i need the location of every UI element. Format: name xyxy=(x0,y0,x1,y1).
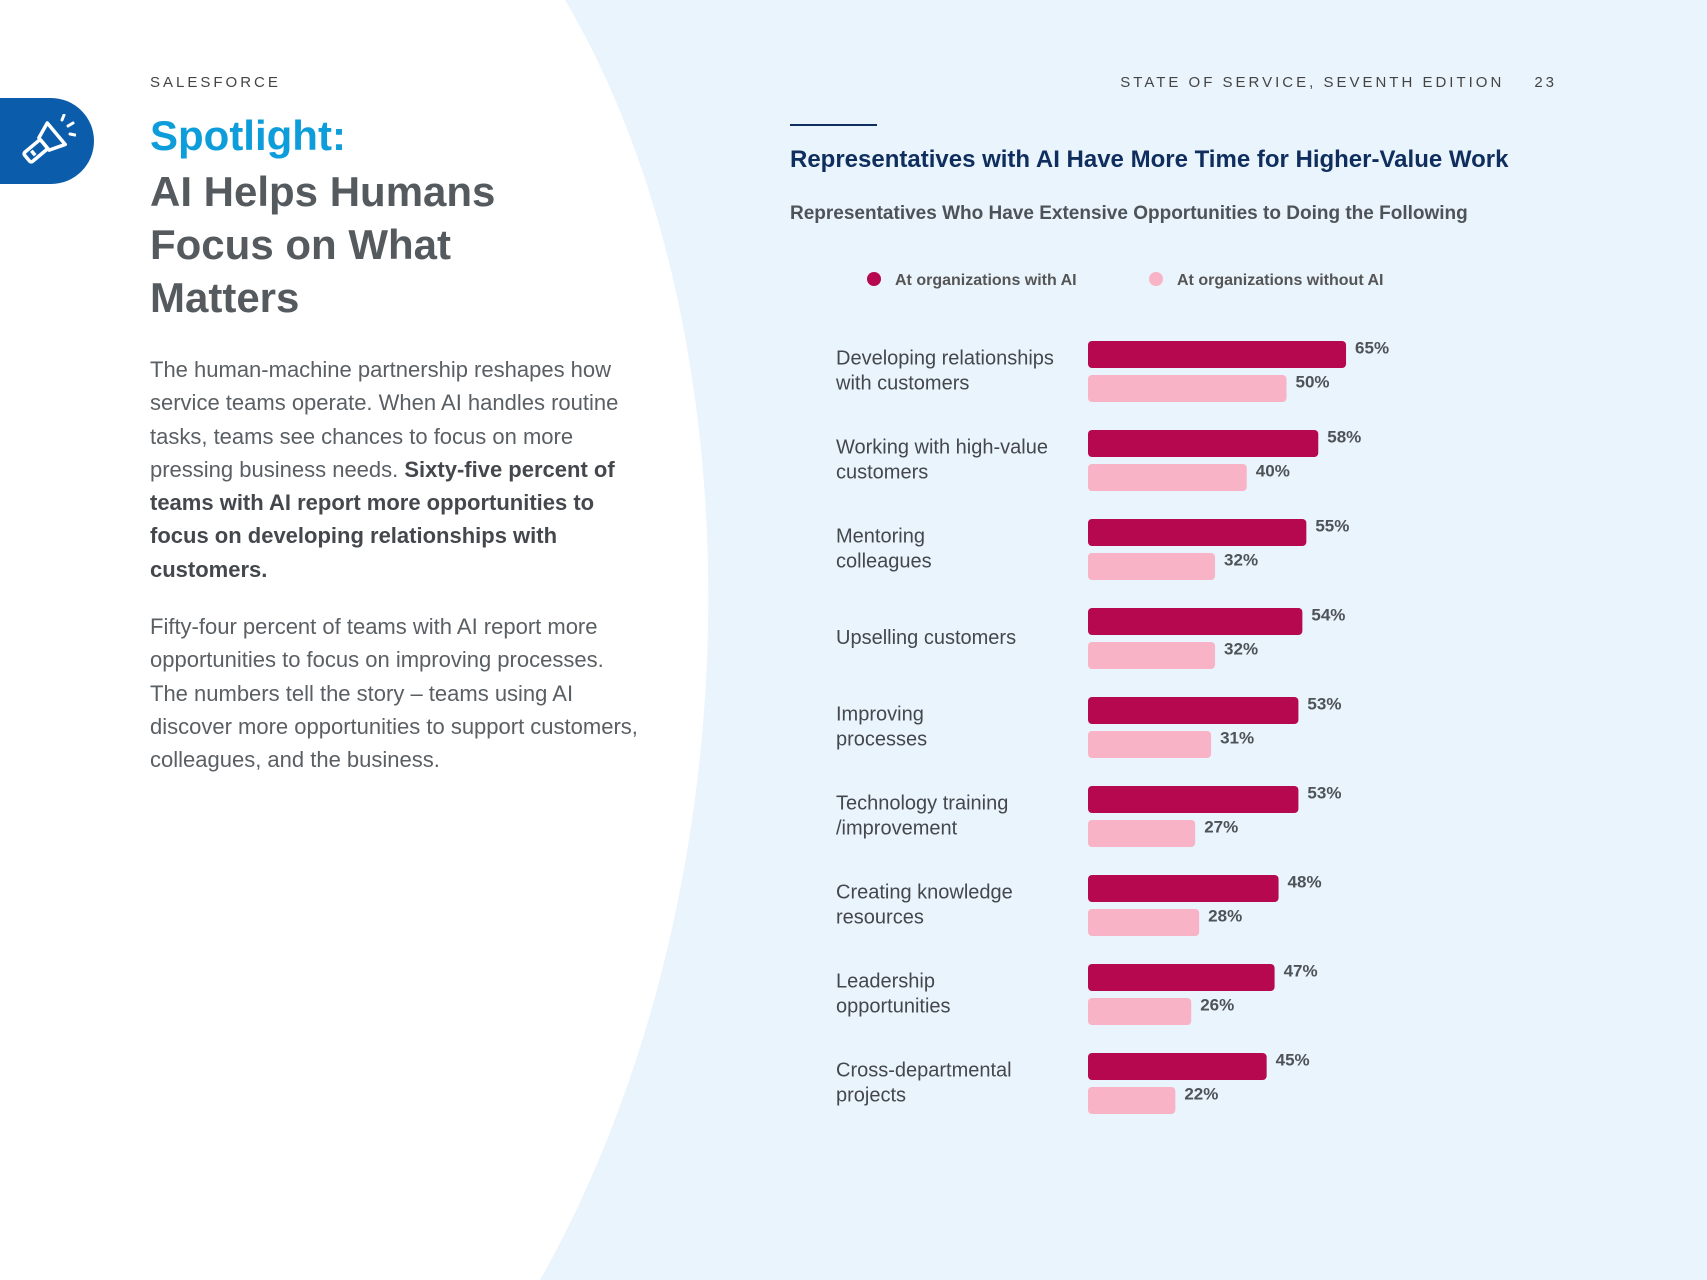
bar-without-ai xyxy=(1088,998,1192,1025)
legend-with-ai: At organizations with AI xyxy=(867,272,1077,290)
bar-without-ai xyxy=(1088,642,1216,669)
legend-without-ai-label: At organizations without AI xyxy=(1177,272,1384,289)
bar-without-ai xyxy=(1088,1087,1176,1114)
page-number: 23 xyxy=(1534,74,1557,91)
bar-with-ai xyxy=(1088,341,1347,368)
category-label: Upselling customers xyxy=(836,627,1016,649)
legend-with-ai-label: At organizations with AI xyxy=(895,272,1077,289)
value-label: 65% xyxy=(1355,339,1389,358)
value-label: 31% xyxy=(1220,729,1254,748)
category-label: Improving processes xyxy=(836,704,927,751)
value-label: 27% xyxy=(1204,818,1238,837)
category-label: Working with high-value customers xyxy=(836,437,1048,484)
brand-label: SALESFORCE xyxy=(150,74,281,91)
bar-without-ai xyxy=(1088,375,1287,402)
value-label: 55% xyxy=(1315,517,1349,536)
intro-text: The human-machine partnership reshapes h… xyxy=(150,357,619,482)
value-label: 53% xyxy=(1307,695,1341,714)
value-label: 45% xyxy=(1276,1051,1310,1070)
value-label: 26% xyxy=(1200,996,1234,1015)
legend-with-ai-swatch xyxy=(867,272,881,286)
report-title: STATE OF SERVICE, SEVENTH EDITION xyxy=(1120,74,1505,91)
second-paragraph: Fifty-four percent of teams with AI repo… xyxy=(150,614,638,773)
value-label: 32% xyxy=(1224,551,1258,570)
spotlight-badge xyxy=(0,98,94,184)
bar-without-ai xyxy=(1088,731,1212,758)
bar-without-ai xyxy=(1088,820,1196,847)
category-label: Technology training/improvement xyxy=(836,793,1008,840)
page-title: AI Helps Humans Focus on What Matters xyxy=(150,168,496,321)
bar-without-ai xyxy=(1088,909,1200,936)
category-label: Developing relationships with customers xyxy=(835,348,1054,395)
value-label: 48% xyxy=(1288,873,1322,892)
value-label: 53% xyxy=(1307,784,1341,803)
bar-with-ai xyxy=(1088,697,1299,724)
bar-with-ai xyxy=(1088,964,1275,991)
title-rule xyxy=(790,124,877,126)
intro-paragraph: The human-machine partnership reshapes h… xyxy=(150,353,640,586)
value-label: 54% xyxy=(1311,606,1345,625)
value-label: 28% xyxy=(1208,907,1242,926)
bar-without-ai xyxy=(1088,553,1216,580)
bar-with-ai xyxy=(1088,1053,1267,1080)
legend-without-ai: At organizations without AI xyxy=(1149,272,1384,290)
chart-title: Representatives with AI Have More Time f… xyxy=(790,146,1509,173)
bar-with-ai xyxy=(1088,875,1279,902)
category-label: Leadership opportunities xyxy=(836,971,951,1018)
report-header: STATE OF SERVICE, SEVENTH EDITION 23 xyxy=(1120,74,1557,91)
category-label: Creating knowledge resources xyxy=(836,882,1013,929)
bar-with-ai xyxy=(1088,519,1307,546)
intro-highlight: Sixty-five percent of teams with AI repo… xyxy=(150,456,615,582)
spotlight-label: Spotlight: xyxy=(150,112,346,159)
value-label: 58% xyxy=(1327,428,1361,447)
flashlight-icon xyxy=(22,114,76,164)
bar-with-ai xyxy=(1088,608,1303,635)
legend-without-ai-swatch xyxy=(1149,272,1163,286)
value-label: 47% xyxy=(1284,962,1318,981)
bar-without-ai xyxy=(1088,464,1247,491)
chart-subtitle: Representatives Who Have Extensive Oppor… xyxy=(790,203,1468,224)
value-label: 50% xyxy=(1296,373,1330,392)
value-label: 22% xyxy=(1184,1085,1218,1104)
bar-with-ai xyxy=(1088,786,1299,813)
category-label: Mentoring colleagues xyxy=(836,526,932,573)
value-label: 40% xyxy=(1256,462,1290,481)
bar-with-ai xyxy=(1088,430,1319,457)
value-label: 32% xyxy=(1224,640,1258,659)
category-label: Cross-departmental projects xyxy=(836,1060,1012,1107)
